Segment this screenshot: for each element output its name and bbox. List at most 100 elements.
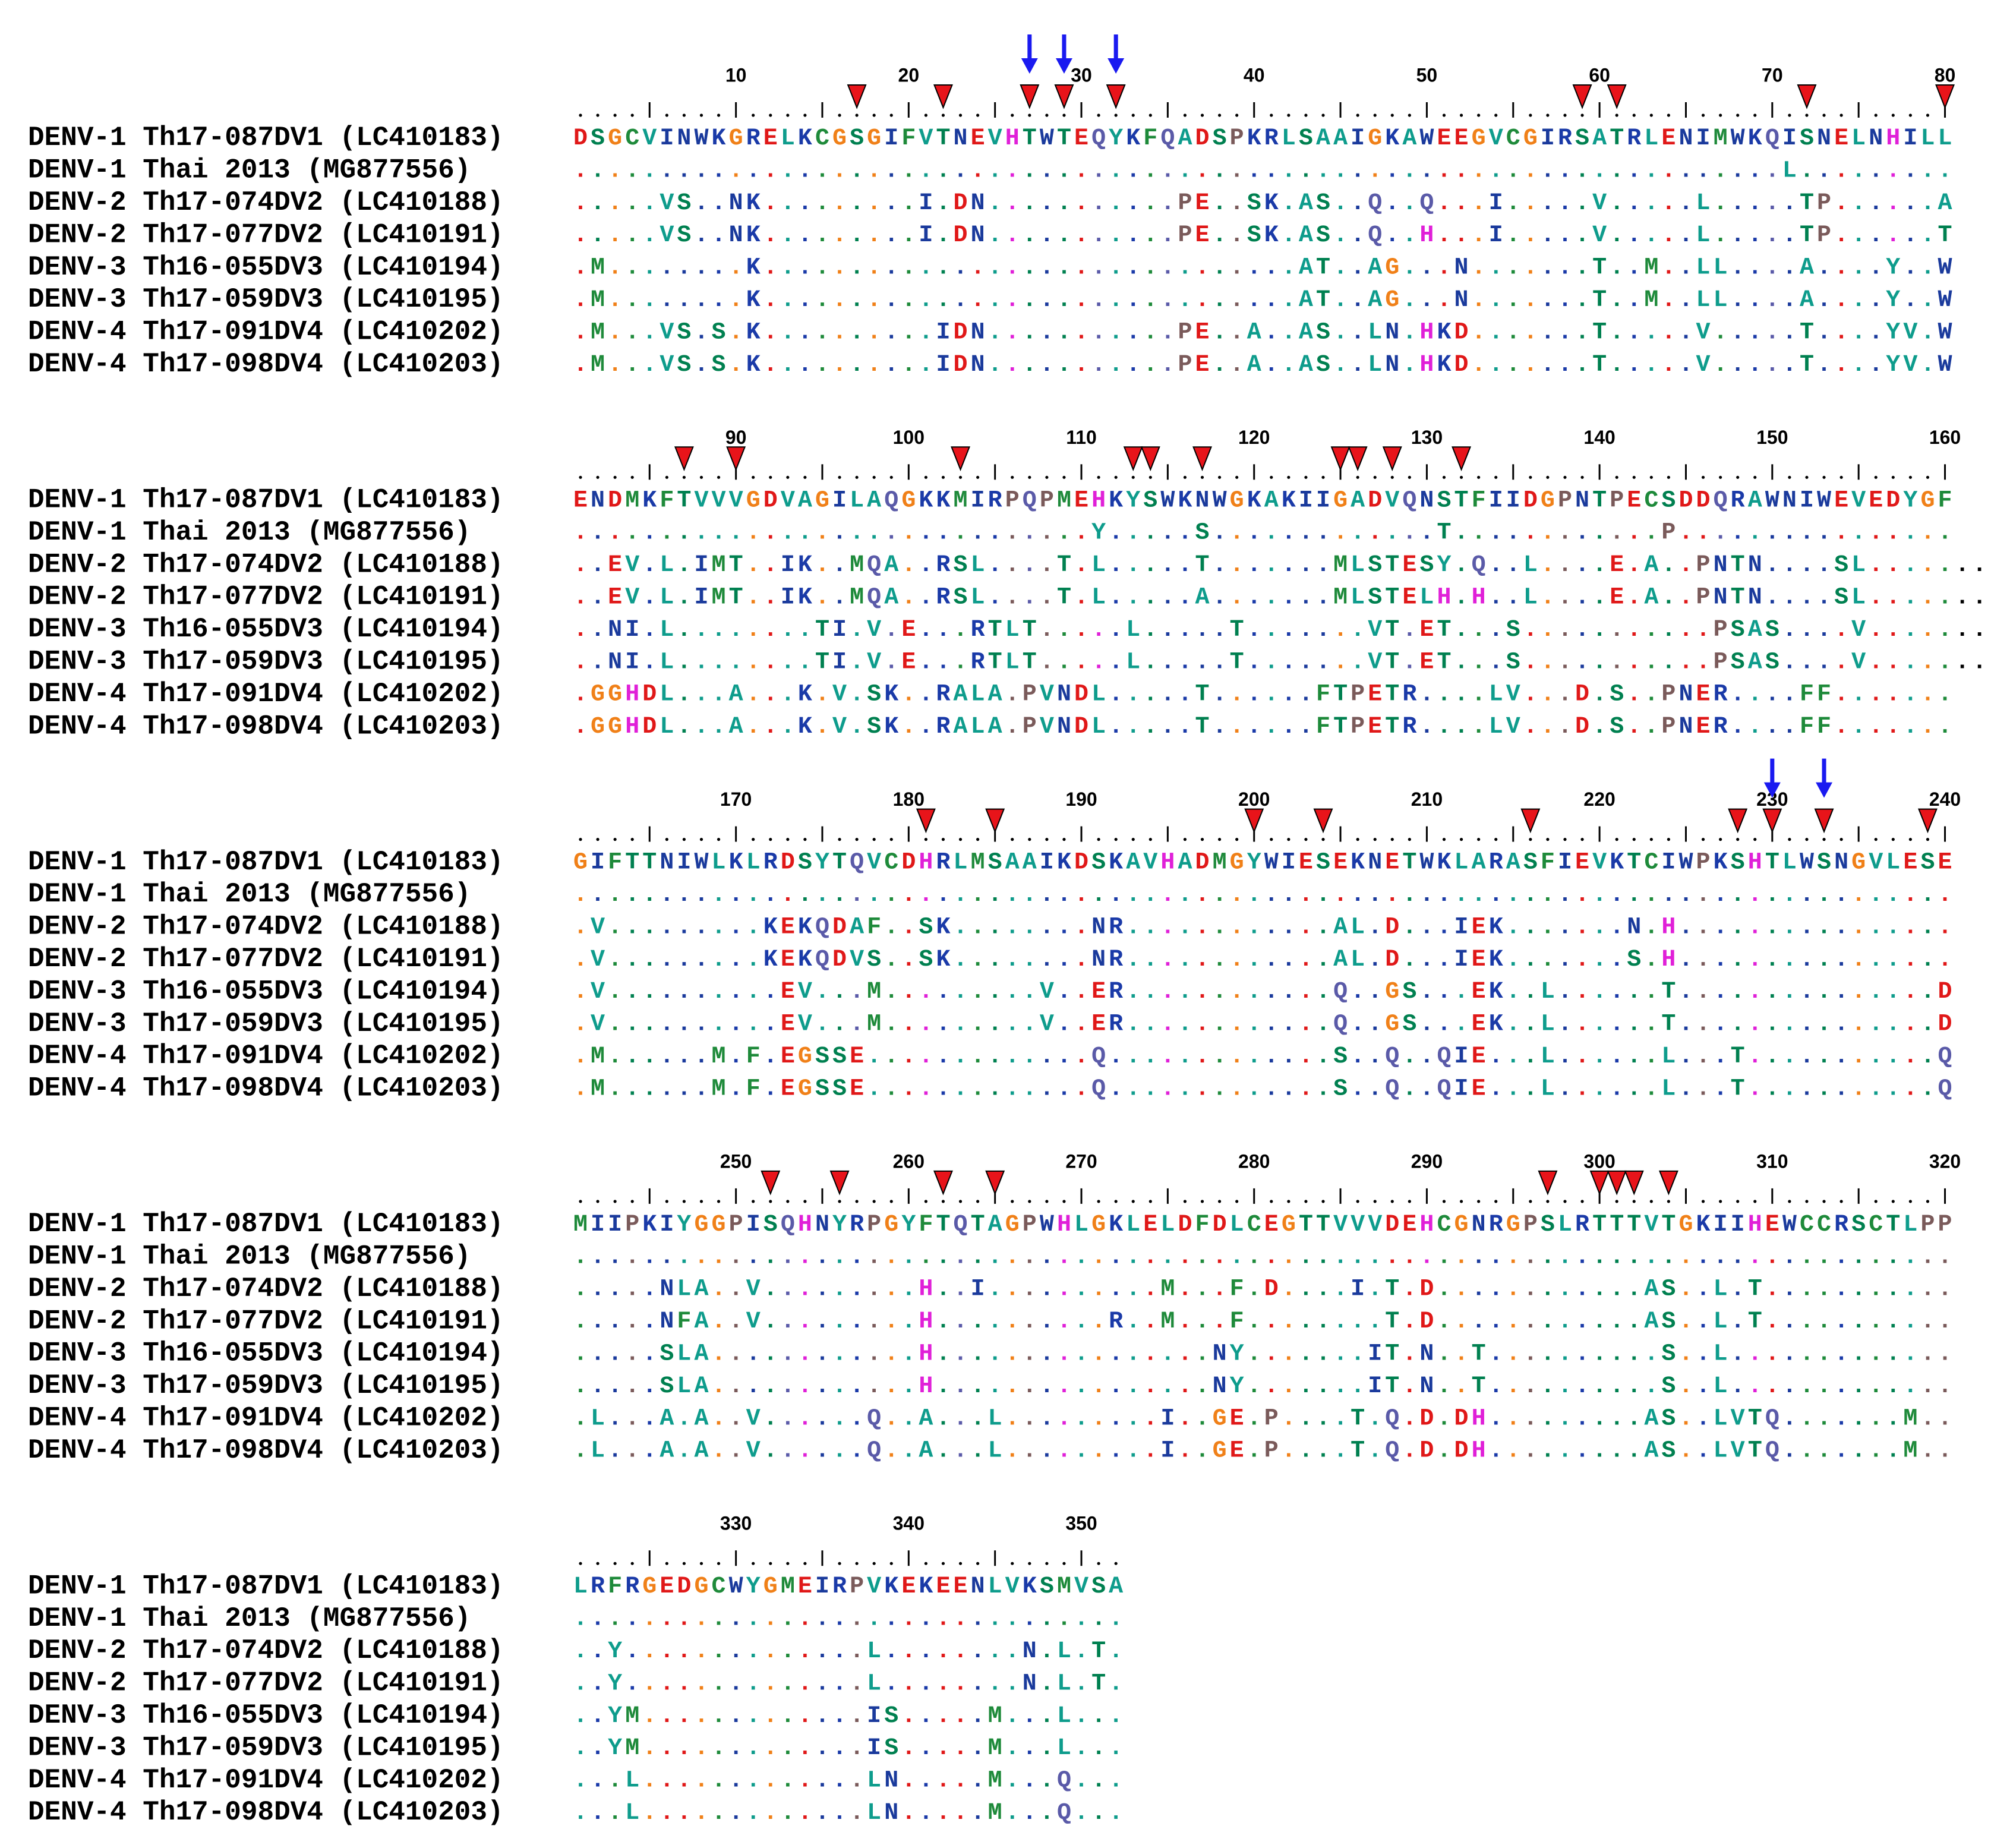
identity-dot: . [1869, 1373, 1883, 1399]
identity-dot: . [971, 979, 985, 1005]
identity-dot: . [936, 1405, 950, 1432]
identity-dot: . [919, 714, 933, 740]
identity-dot: . [1402, 616, 1416, 643]
ruler-dot [1546, 1200, 1550, 1203]
identity-dot: . [625, 1308, 639, 1335]
identity-dot: . [1731, 979, 1745, 1005]
identity-dot: . [1869, 552, 1883, 579]
residue: K [1109, 1211, 1123, 1238]
identity-dot: . [1437, 1405, 1451, 1432]
identity-dot: . [919, 1670, 933, 1697]
residue: N [1091, 946, 1106, 973]
identity-dot: . [936, 1276, 950, 1303]
identity-dot: . [1213, 287, 1227, 314]
identity-dot: . [1592, 979, 1607, 1005]
identity-dot: . [1264, 1244, 1279, 1270]
residue: S [1040, 1573, 1054, 1600]
identity-dot: . [746, 882, 761, 909]
residue: S [1610, 681, 1624, 708]
identity-dot: . [1195, 1405, 1210, 1432]
identity-dot: . [1126, 681, 1140, 708]
identity-dot: . [1074, 1276, 1088, 1303]
residue: R [1575, 1211, 1589, 1238]
residue: E [1402, 1211, 1416, 1238]
identity-dot: . [642, 1702, 657, 1729]
residue: Y [608, 1702, 622, 1729]
identity-dot: . [1851, 287, 1866, 314]
residue: T [729, 552, 743, 579]
identity-dot: . [1661, 552, 1676, 579]
identity-dot: . [1402, 1373, 1416, 1399]
identity-dot: . [1817, 1308, 1831, 1335]
identity-dot: . [1627, 222, 1641, 249]
identity-dot: . [1057, 882, 1071, 909]
identity-dot: . [625, 1276, 639, 1303]
ruler-dot [958, 475, 963, 479]
identity-dot: . [1023, 1276, 1037, 1303]
identity-dot: . [1748, 979, 1762, 1005]
identity-dot: . [694, 1670, 708, 1697]
residue: T [1316, 1211, 1330, 1238]
identity-dot: . [1074, 1373, 1088, 1399]
identity-dot: . [1592, 1308, 1607, 1335]
identity-dot: . [954, 519, 968, 546]
ruler-dot [613, 475, 617, 479]
residue: N [1748, 552, 1762, 579]
identity-dot: . [1661, 157, 1676, 184]
identity-dot: . [1247, 1437, 1261, 1464]
identity-dot: . [1920, 552, 1935, 579]
identity-dot: . [1523, 1043, 1538, 1070]
ruler-dot [958, 838, 963, 841]
identity-dot: . [1282, 1011, 1296, 1037]
ruler-dot [1667, 113, 1671, 117]
identity-dot: . [901, 222, 916, 249]
identity-dot: . [1886, 157, 1900, 184]
identity-dot: . [608, 1011, 622, 1037]
residue: G [1230, 487, 1244, 514]
identity-dot: . [901, 287, 916, 314]
identity-dot: . [694, 649, 708, 676]
identity-dot: . [1661, 254, 1676, 281]
residue: T [1351, 1437, 1365, 1464]
residue: E [1091, 1011, 1106, 1037]
residue: M [712, 1076, 726, 1102]
identity-dot: . [832, 1702, 847, 1729]
residue: A [919, 1437, 933, 1464]
ruler-dot [1753, 475, 1757, 479]
identity-dot: . [1938, 681, 1952, 708]
identity-dot: . [1057, 616, 1071, 643]
residue: L [867, 1767, 881, 1794]
residue: E [1368, 681, 1382, 708]
ruler-dot [1926, 1200, 1930, 1203]
residue: D [1213, 1211, 1227, 1238]
identity-dot: . [1282, 1437, 1296, 1464]
identity-dot: . [884, 222, 898, 249]
residue: T [1333, 714, 1348, 740]
residue: V [1696, 351, 1711, 378]
identity-dot: . [1610, 1308, 1624, 1335]
identity-dot: . [1178, 1308, 1192, 1335]
identity-dot: . [1057, 254, 1071, 281]
residue: G [712, 1211, 726, 1238]
ruler-number: 340 [893, 1513, 924, 1534]
residue: G [1282, 1211, 1296, 1238]
identity-dot: . [1523, 1276, 1538, 1303]
identity-dot: . [1678, 946, 1693, 973]
identity-dot: . [1782, 1076, 1797, 1102]
identity-dot: . [1126, 914, 1140, 941]
identity-dot: . [1109, 1276, 1123, 1303]
identity-dot: . [867, 1076, 881, 1102]
identity-dot: . [1351, 649, 1365, 676]
identity-dot: . [1575, 1341, 1589, 1367]
identity-dot: . [573, 1043, 588, 1070]
residue: A [1299, 351, 1313, 378]
ruler-dot [1200, 475, 1204, 479]
residue: R [1402, 714, 1416, 740]
identity-dot: . [1454, 552, 1469, 579]
red-triangle [951, 446, 971, 472]
ruler-dot [976, 113, 980, 117]
identity-dot: . [1091, 1244, 1106, 1270]
residue: V [798, 1011, 812, 1037]
